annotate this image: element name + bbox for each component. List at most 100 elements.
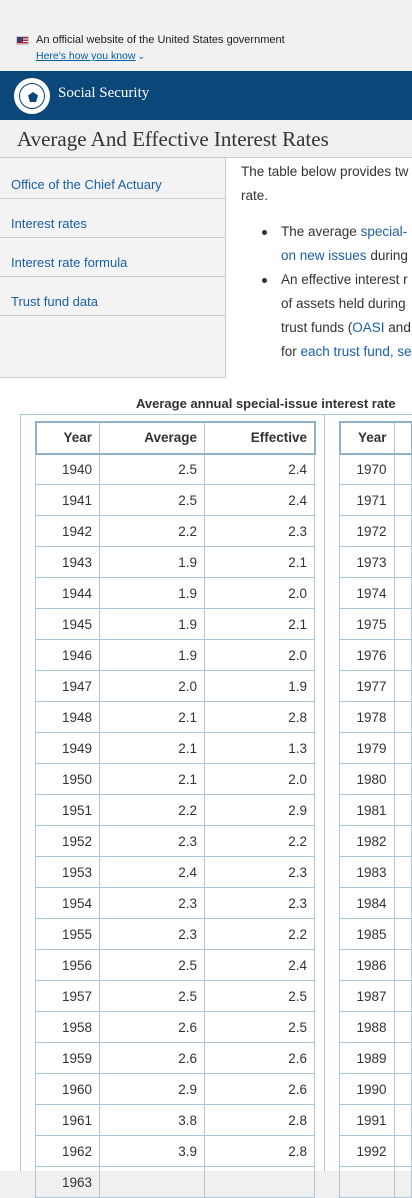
site-header [0,71,412,120]
table-row: 1981 [339,794,412,826]
table-header-row: Year Average Effective [34,420,316,455]
year-cell: 1953 [35,856,100,888]
average-cell: 2.4 [99,856,205,888]
table-row: 1974 [339,577,412,609]
table-row: 1980 [339,763,412,795]
column-header-year[interactable]: Year [339,421,395,454]
year-cell: 1943 [35,546,100,578]
truncated-cell [393,670,412,702]
column-header-effective[interactable]: Effective [204,421,315,454]
year-cell: 1956 [35,949,100,981]
ssa-seal-logo[interactable] [14,78,50,114]
sidebar-item-trust-fund-data[interactable]: Trust fund data [0,277,225,316]
table-row [339,1166,412,1198]
table-row: 1953 2.4 2.3 [35,856,315,888]
year-cell: 1947 [35,670,100,702]
column-header-year[interactable]: Year [35,421,100,454]
sidebar-item-interest-rate-formula[interactable]: Interest rate formula [0,238,225,277]
year-cell: 1975 [339,608,395,640]
year-cell: 1960 [35,1073,100,1105]
table-row: 1990 [339,1073,412,1105]
average-cell: 1.9 [99,577,205,609]
year-cell: 1940 [35,453,100,485]
table-frame-divider [324,414,325,1171]
eagle-icon [28,92,38,102]
table-row: 1983 [339,856,412,888]
table-row: 1972 [339,515,412,547]
table-row: 1947 2.0 1.9 [35,670,315,702]
effective-cell: 2.6 [204,1042,315,1074]
year-cell: 1961 [35,1104,100,1136]
table-row: 1988 [339,1011,412,1043]
year-cell: 1950 [35,763,100,795]
table-row: 1958 2.6 2.5 [35,1011,315,1043]
sidebar-item-label: Interest rate formula [11,255,128,270]
year-cell: 1948 [35,701,100,733]
average-cell: 2.0 [99,670,205,702]
heres-how-you-know-link[interactable]: Here's how you know ⌄ [36,50,145,62]
bullet-text: The average [281,224,361,239]
year-cell: 1991 [339,1104,395,1136]
year-cell: 1974 [339,577,395,609]
average-cell: 2.5 [99,453,205,485]
bullet-icon [262,230,267,235]
truncated-cell [393,1042,412,1074]
effective-cell: 2.0 [204,763,315,795]
gov-banner [0,28,412,71]
us-flag-icon [16,36,29,45]
special-issue-link[interactable]: special- [360,224,408,239]
table-row: 1949 2.1 1.3 [35,732,315,764]
each-trust-fund-link[interactable]: each trust fund [300,344,390,359]
effective-cell: 2.5 [204,1011,315,1043]
effective-cell [204,1166,315,1198]
effective-cell: 2.3 [204,856,315,888]
effective-cell: 2.0 [204,639,315,671]
average-cell: 2.3 [99,918,205,950]
browser-top-strip [0,0,412,28]
bullet-text: and [384,320,411,335]
average-cell: 1.9 [99,546,205,578]
effective-cell: 2.8 [204,1135,315,1167]
table-row: 1984 [339,887,412,919]
average-cell: 2.3 [99,887,205,919]
table-row: 1982 [339,825,412,857]
see-link[interactable]: , se [389,344,412,359]
truncated-cell [393,732,412,764]
bullet-line: for each trust fund, se [281,340,412,364]
average-cell: 2.2 [99,515,205,547]
effective-cell: 2.6 [204,1073,315,1105]
table-row: 1976 [339,639,412,671]
table-row: 1963 [35,1166,315,1198]
average-cell: 2.3 [99,825,205,857]
table-row: 1986 [339,949,412,981]
truncated-cell [393,1166,412,1198]
effective-cell: 1.9 [204,670,315,702]
oasi-link[interactable]: OASI [352,320,385,335]
bullet-text: during [366,248,408,263]
year-cell: 1985 [339,918,395,950]
sidebar-item-interest-rates[interactable]: Interest rates [0,199,225,238]
table-row: 1955 2.3 2.2 [35,918,315,950]
sidebar-item-chief-actuary[interactable]: Office of the Chief Actuary [0,158,225,199]
effective-cell: 1.3 [204,732,315,764]
table-row: 1973 [339,546,412,578]
truncated-cell [393,577,412,609]
site-brand[interactable]: Social Security [58,85,150,101]
year-cell: 1958 [35,1011,100,1043]
sidebar-item-label: Office of the Chief Actuary [11,177,162,192]
table-row: 1948 2.1 2.8 [35,701,315,733]
table-row: 1946 1.9 2.0 [35,639,315,671]
average-cell: 3.9 [99,1135,205,1167]
effective-cell: 2.1 [204,608,315,640]
year-cell: 1951 [35,794,100,826]
heres-how-you-know-label: Here's how you know [36,50,136,62]
new-issues-link[interactable]: on new issues [281,248,367,263]
bullet-list: The average special- on new issues durin… [281,220,412,364]
column-header-average[interactable]: Average [99,421,205,454]
average-cell: 2.5 [99,949,205,981]
table-row: 1991 [339,1104,412,1136]
truncated-cell [393,453,412,485]
table-row: 1962 3.9 2.8 [35,1135,315,1167]
bullet-line: of assets held during [281,292,412,316]
effective-cell: 2.3 [204,887,315,919]
